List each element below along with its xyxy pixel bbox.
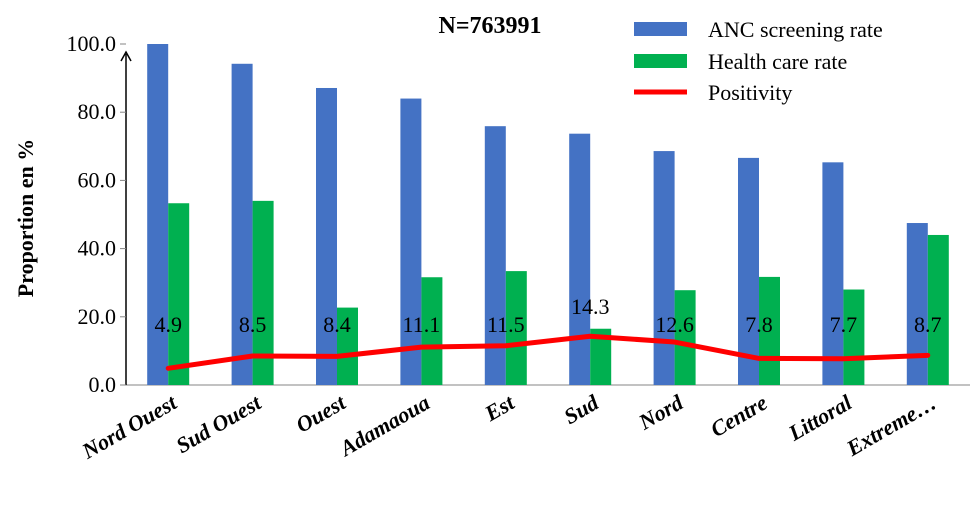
health-care-bar (421, 277, 443, 385)
positivity-data-label: 11.5 (487, 312, 525, 337)
health-care-bar (168, 203, 190, 385)
legend-entry-label: Positivity (708, 80, 792, 105)
legend-entry-label: ANC screening rate (708, 17, 883, 42)
legend-swatch-anc (634, 22, 687, 36)
y-axis-label: Proportion en % (13, 139, 38, 297)
category-label: Sud (559, 389, 603, 429)
positivity-data-label: 7.7 (830, 312, 858, 337)
health-care-bar (505, 271, 527, 385)
category-label: Ouest (291, 389, 350, 437)
y-tick-label: 20.0 (78, 304, 117, 329)
axes: 0.0 20.0 40.0 60.0 80.0 100.0 (67, 31, 970, 397)
anc-screening-bar (147, 44, 169, 385)
anc-screening-bar (653, 151, 675, 385)
y-tick-label: 0.0 (89, 372, 117, 397)
y-tick-label: 60.0 (78, 167, 117, 192)
category-label: Adamaoua (334, 390, 434, 462)
anc-screening-bar (400, 98, 422, 385)
positivity-data-label: 8.7 (914, 312, 942, 337)
positivity-line-layer (165, 333, 931, 371)
positivity-data-label: 4.9 (154, 312, 182, 337)
legend-entry-label: Health care rate (708, 49, 847, 74)
y-tick-label: 40.0 (78, 236, 117, 261)
anc-screening-bar (906, 223, 928, 385)
y-tick-label: 80.0 (78, 99, 117, 124)
positivity-data-label: 8.5 (239, 312, 267, 337)
positivity-data-label: 8.4 (323, 312, 351, 337)
positivity-data-label: 14.3 (571, 294, 610, 319)
health-care-bar (590, 328, 612, 385)
legend: ANC screening rate Health care rate Positi… (634, 17, 883, 105)
category-label: Nord (634, 389, 688, 435)
legend-swatch-health-care (634, 54, 687, 68)
health-care-bar (927, 234, 949, 385)
positivity-line (165, 333, 931, 371)
anc-screening-bar (231, 63, 253, 385)
chart-annotation: N=763991 (438, 13, 541, 39)
bars (147, 44, 949, 385)
category-label: Centre (706, 390, 772, 442)
category-label: Extreme… (841, 390, 940, 462)
anc-screening-bar (484, 126, 506, 385)
health-care-bar (674, 290, 696, 385)
health-care-bar (252, 200, 274, 385)
anc-screening-bar (316, 87, 337, 385)
anc-screening-bar (569, 133, 591, 385)
y-tick-label: 100.0 (67, 31, 117, 56)
anc-screening-bar (822, 162, 844, 385)
positivity-data-label: 12.6 (655, 312, 694, 337)
health-care-bar (337, 307, 358, 385)
anc-screening-bar (738, 157, 759, 385)
category-label: Nord Ouest (77, 389, 182, 464)
positivity-data-label: 11.1 (403, 312, 441, 337)
data-labels: 4.9 8.5 8.4 11.1 11.5 14.3 12.6 7.8 7.7 8.7 (154, 294, 941, 337)
health-care-bar (843, 289, 865, 385)
category-label: Est (480, 389, 520, 426)
y-axis-arrow (120, 50, 132, 62)
category-label: Sud Ouest (172, 389, 266, 458)
positivity-data-label: 7.8 (745, 312, 773, 337)
